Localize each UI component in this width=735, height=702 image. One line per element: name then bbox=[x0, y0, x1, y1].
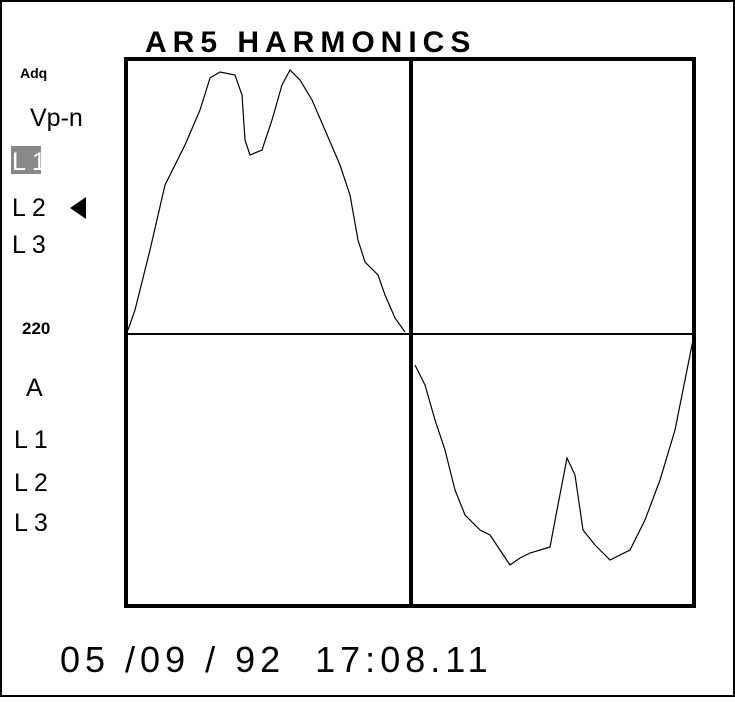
voltage-waveform bbox=[127, 69, 406, 333]
selection-arrow bbox=[70, 197, 86, 219]
voltage-line[interactable]: L 2 bbox=[12, 194, 46, 222]
title: AR5 HARMONICS bbox=[145, 26, 476, 59]
voltage-line[interactable]: L 1 bbox=[12, 148, 46, 176]
current-line[interactable]: L 1 bbox=[14, 426, 48, 454]
voltage-label: Vp-n bbox=[30, 104, 83, 132]
current-line[interactable]: L 2 bbox=[14, 469, 48, 497]
mode-label: Adq bbox=[20, 65, 47, 81]
current-line[interactable]: L 3 bbox=[14, 509, 48, 537]
selection-highlight bbox=[11, 146, 41, 174]
voltage-line[interactable]: L 3 bbox=[12, 231, 46, 259]
scale-label: 220 bbox=[22, 319, 50, 338]
current-waveform bbox=[414, 339, 694, 566]
timestamp: 05 /09 / 92 17:08.11 bbox=[60, 639, 493, 680]
current-label: A bbox=[26, 374, 43, 402]
